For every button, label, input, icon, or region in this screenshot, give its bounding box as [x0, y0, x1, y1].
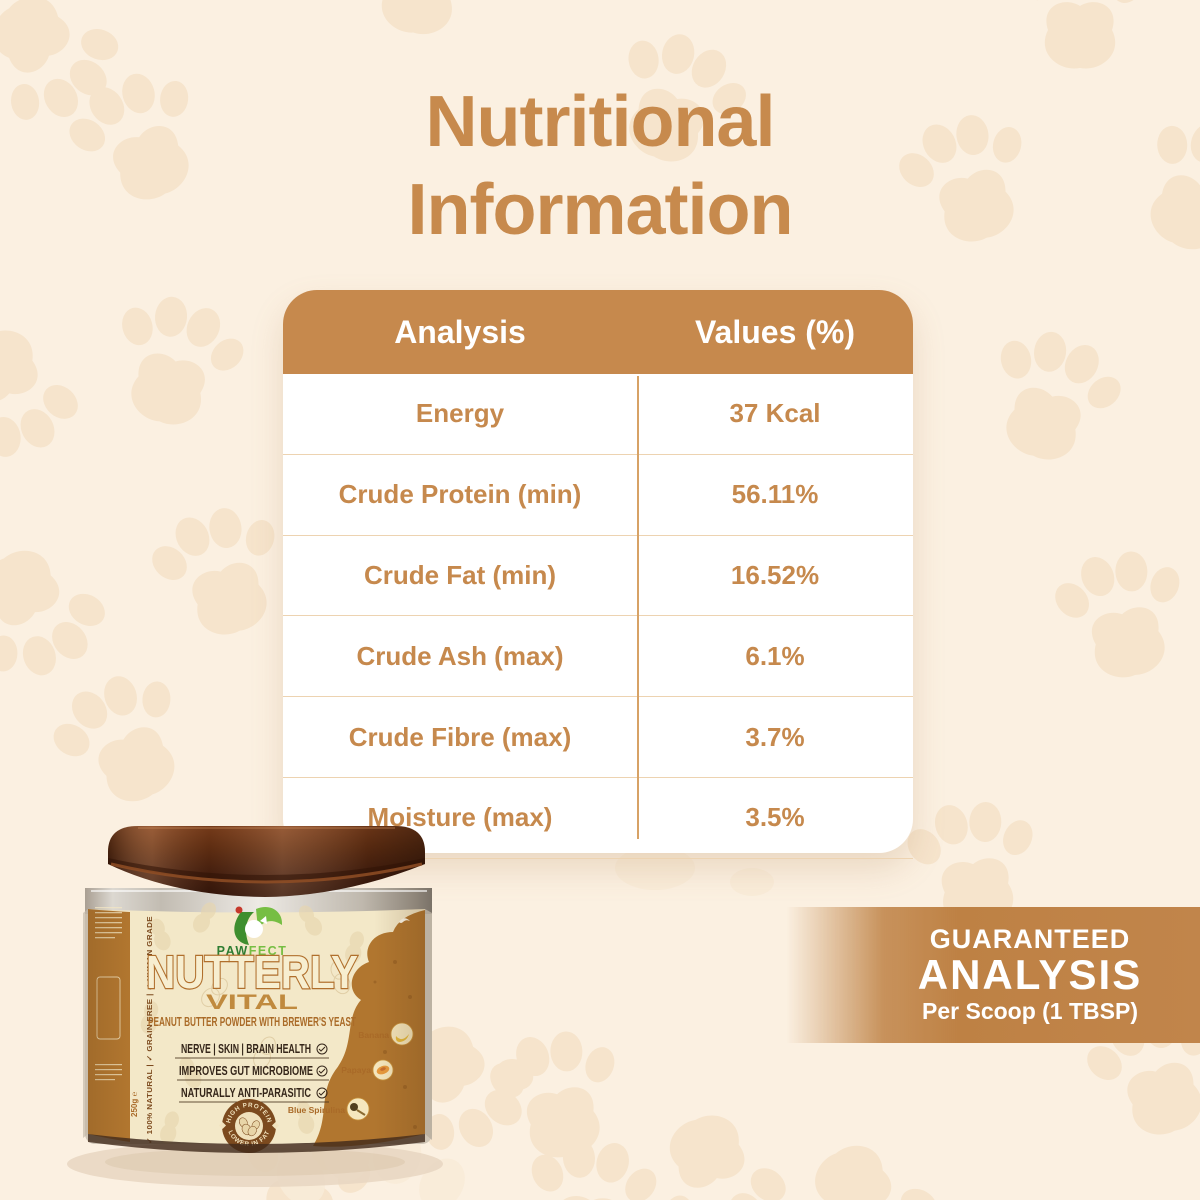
row-label: Crude Ash (max) [356, 640, 564, 671]
jar-label: ✓ 100% NATURAL | ✓ GRAIN FREE | ✓ HUMAN … [83, 899, 432, 1153]
row-value: 3.7% [745, 721, 805, 752]
table-row: Crude Protein (min) 56.11% [283, 455, 913, 536]
row-label: Crude Fat (min) [363, 559, 557, 590]
jar-lid [108, 826, 425, 897]
guaranteed-analysis-text: GUARANTEED ANALYSIS Per Scoop (1 TBSP) [860, 924, 1200, 1026]
column-divider [637, 376, 639, 839]
guaranteed-analysis-banner: GUARANTEED ANALYSIS Per Scoop (1 TBSP) [760, 907, 1200, 1043]
row-label: Crude Fibre (max) [348, 721, 572, 752]
page-title: Nutritional Information [0, 78, 1200, 254]
row-value: 3.5% [745, 802, 805, 833]
nutrition-table: Analysis Values (%) Energy 37 Kcal Crude… [283, 290, 913, 859]
jar-shadow [67, 1141, 443, 1187]
row-value: 6.1% [745, 640, 805, 671]
header-values: Values (%) [694, 313, 856, 350]
guaranteed-label: GUARANTEED [929, 924, 1131, 954]
page-title-line1: Nutritional [425, 82, 776, 162]
analysis-label: ANALYSIS [917, 951, 1143, 998]
jar-bottom-edge [88, 1134, 425, 1153]
row-label: Energy [415, 398, 505, 429]
row-value: 37 Kcal [729, 398, 821, 429]
row-value: 16.52% [730, 559, 820, 590]
product-jar: ✓ 100% NATURAL | ✓ GRAIN FREE | ✓ HUMAN … [67, 826, 443, 1187]
row-value: 56.11% [731, 479, 819, 510]
table-row: Crude Fat (min) 16.52% [283, 536, 913, 617]
page-title-line2: Information [407, 170, 794, 250]
nutrition-table-body: Energy 37 Kcal Crude Protein (min) 56.11… [283, 374, 913, 859]
table-row: Crude Ash (max) 6.1% [283, 616, 913, 698]
table-row: Energy 37 Kcal [283, 374, 913, 455]
header-analysis: Analysis [394, 313, 526, 350]
table-row: Crude Fibre (max) 3.7% [283, 697, 913, 778]
nutrition-table-header: Analysis Values (%) [283, 290, 913, 374]
per-scoop-label: Per Scoop (1 TBSP) [922, 998, 1138, 1024]
row-label: Crude Protein (min) [338, 479, 582, 510]
